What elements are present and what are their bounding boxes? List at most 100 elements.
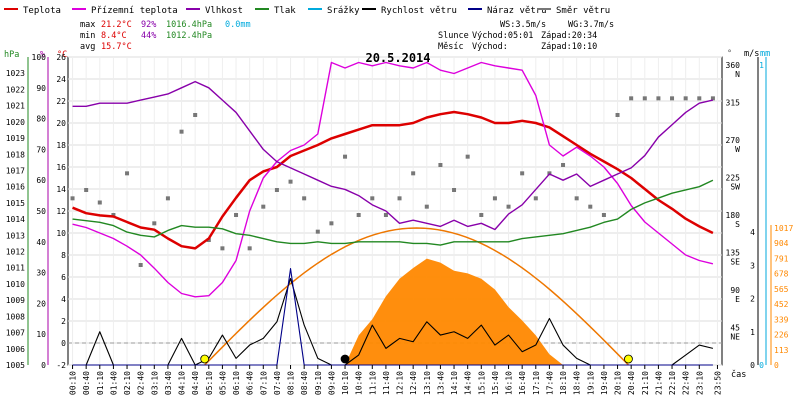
tick-label-temperature: 2 <box>61 317 66 326</box>
tick-label-wind-dir: W <box>735 145 740 154</box>
axis-unit-wind-speed: m/s <box>744 49 759 59</box>
tick-label-pressure: 1019 <box>6 134 25 143</box>
tick-label-humidity: 0 <box>41 361 46 370</box>
stat-value: 1012.4hPa <box>166 31 212 41</box>
tick-label-solar: 452 <box>774 300 789 309</box>
x-tick-label: 10:10 <box>341 371 350 395</box>
x-tick-label: 20:10 <box>614 371 623 395</box>
tick-label-temperature: 22 <box>56 97 66 106</box>
tick-label-temperature: 14 <box>56 185 66 194</box>
tick-label-pressure: 1010 <box>6 280 25 289</box>
moon-label: Měsíc <box>438 42 464 52</box>
stat-value: 0.0mm <box>225 20 251 30</box>
wind-direction-point <box>547 171 552 176</box>
x-tick-label: 22:10 <box>668 371 677 395</box>
tick-label-wind-speed: 1 <box>750 328 755 337</box>
tick-label-temperature: 16 <box>56 163 66 172</box>
tick-label-solar: 113 <box>774 346 789 355</box>
tick-label-temperature: 10 <box>56 229 66 238</box>
tick-label-pressure: 1008 <box>6 312 25 321</box>
tick-label-wind-dir: SW <box>730 183 740 192</box>
series-line <box>72 179 714 246</box>
tick-label-solar: 565 <box>774 285 789 294</box>
tick-label-pressure: 1022 <box>6 85 25 94</box>
sun-elevation-curve <box>204 227 629 366</box>
legend-label: Srážky <box>327 6 360 16</box>
tick-label-pressure: 1023 <box>6 69 25 78</box>
stat-value: min <box>80 31 95 41</box>
tick-label-temperature: 6 <box>61 273 66 282</box>
legend-label: Rychlost větru <box>381 6 457 16</box>
tick-label-humidity: 30 <box>36 269 46 278</box>
x-tick-label: 15:10 <box>477 371 486 395</box>
wind-direction-point <box>315 229 320 234</box>
wind-direction-point <box>274 188 279 192</box>
wind-direction-point <box>70 196 75 201</box>
wind-direction-point <box>97 200 102 205</box>
x-tick-label: 03:10 <box>150 371 159 395</box>
x-tick-label: 04:40 <box>191 371 200 395</box>
tick-label-pressure: 1007 <box>6 329 25 338</box>
wind-direction-point <box>574 196 579 201</box>
stat-value: 44% <box>141 31 156 41</box>
tick-label-solar: 1017 <box>774 224 793 233</box>
x-tick-label: 06:40 <box>246 371 255 395</box>
tick-label-temperature: 26 <box>56 53 66 62</box>
tick-label-pressure: 1011 <box>6 264 25 273</box>
x-tick-label: 04:10 <box>178 371 187 395</box>
stat-value: max <box>80 20 95 30</box>
tick-label-temperature: 18 <box>56 141 66 150</box>
legend-label: Vlhkost <box>205 6 243 16</box>
chart-title: 20.5.2014 <box>365 51 430 65</box>
stat-value: 21.2°C <box>101 20 132 30</box>
x-tick-label: 17:10 <box>532 371 541 395</box>
tick-label-wind-dir: NE <box>730 333 740 342</box>
tick-label-wind-dir: E <box>735 295 740 304</box>
wind-direction-point <box>302 196 307 201</box>
tick-label-wind-speed: 3 <box>750 261 755 270</box>
stat-value: 15.7°C <box>101 42 132 52</box>
series-line <box>72 110 714 250</box>
tick-label-rain: 0 <box>759 361 764 370</box>
sunrise-marker <box>200 354 210 364</box>
tick-label-solar: 0 <box>774 361 779 370</box>
chart-series <box>70 61 715 366</box>
legend-label: Tlak <box>274 6 296 16</box>
wind-direction-point <box>656 96 661 101</box>
x-tick-label: 18:10 <box>559 371 568 395</box>
wind-direction-point <box>84 188 89 192</box>
wind-direction-point <box>165 196 170 201</box>
tick-label-wind-dir: 270 <box>726 136 741 145</box>
tick-label-solar: 904 <box>774 239 789 248</box>
x-tick-label: 10:40 <box>355 371 364 395</box>
wind-speed-stat: WS:3.5m/s <box>500 20 546 30</box>
stat-value: avg <box>80 42 95 52</box>
tick-label-temperature: -2 <box>56 361 66 370</box>
x-tick-label: 02:10 <box>123 371 132 395</box>
wind-direction-point <box>193 113 198 117</box>
tick-label-humidity: 10 <box>36 330 46 339</box>
x-tick-label: 21:10 <box>641 371 650 395</box>
x-tick-label: 09:40 <box>327 371 336 395</box>
x-tick-label: 02:40 <box>137 371 146 395</box>
stat-value: 92% <box>141 20 156 30</box>
tick-label-temperature: 20 <box>56 119 66 128</box>
x-axis-label: čas <box>731 369 746 380</box>
tick-label-temperature: 4 <box>61 295 66 304</box>
x-tick-label: 23:50 <box>713 371 722 395</box>
stat-value: 1016.4hPa <box>166 20 212 30</box>
x-tick-label: 19:40 <box>600 371 609 395</box>
x-tick-label: 15:40 <box>491 371 500 395</box>
wind-direction-point <box>561 163 566 167</box>
chart-axes: hPa1005100610071008100910101011101210131… <box>4 49 793 370</box>
tick-label-wind-dir: 360 <box>726 61 741 70</box>
x-tick-label: 12:40 <box>409 371 418 395</box>
tick-label-temperature: 8 <box>61 251 66 260</box>
x-tick-label: 11:40 <box>382 371 391 395</box>
tick-label-rain: 1 <box>759 61 764 70</box>
x-tick-label: 07:10 <box>259 371 268 395</box>
solar-radiation-area <box>72 258 713 365</box>
wind-direction-point <box>125 171 130 176</box>
wind-direction-point <box>601 213 606 217</box>
wind-direction-point <box>533 196 538 201</box>
